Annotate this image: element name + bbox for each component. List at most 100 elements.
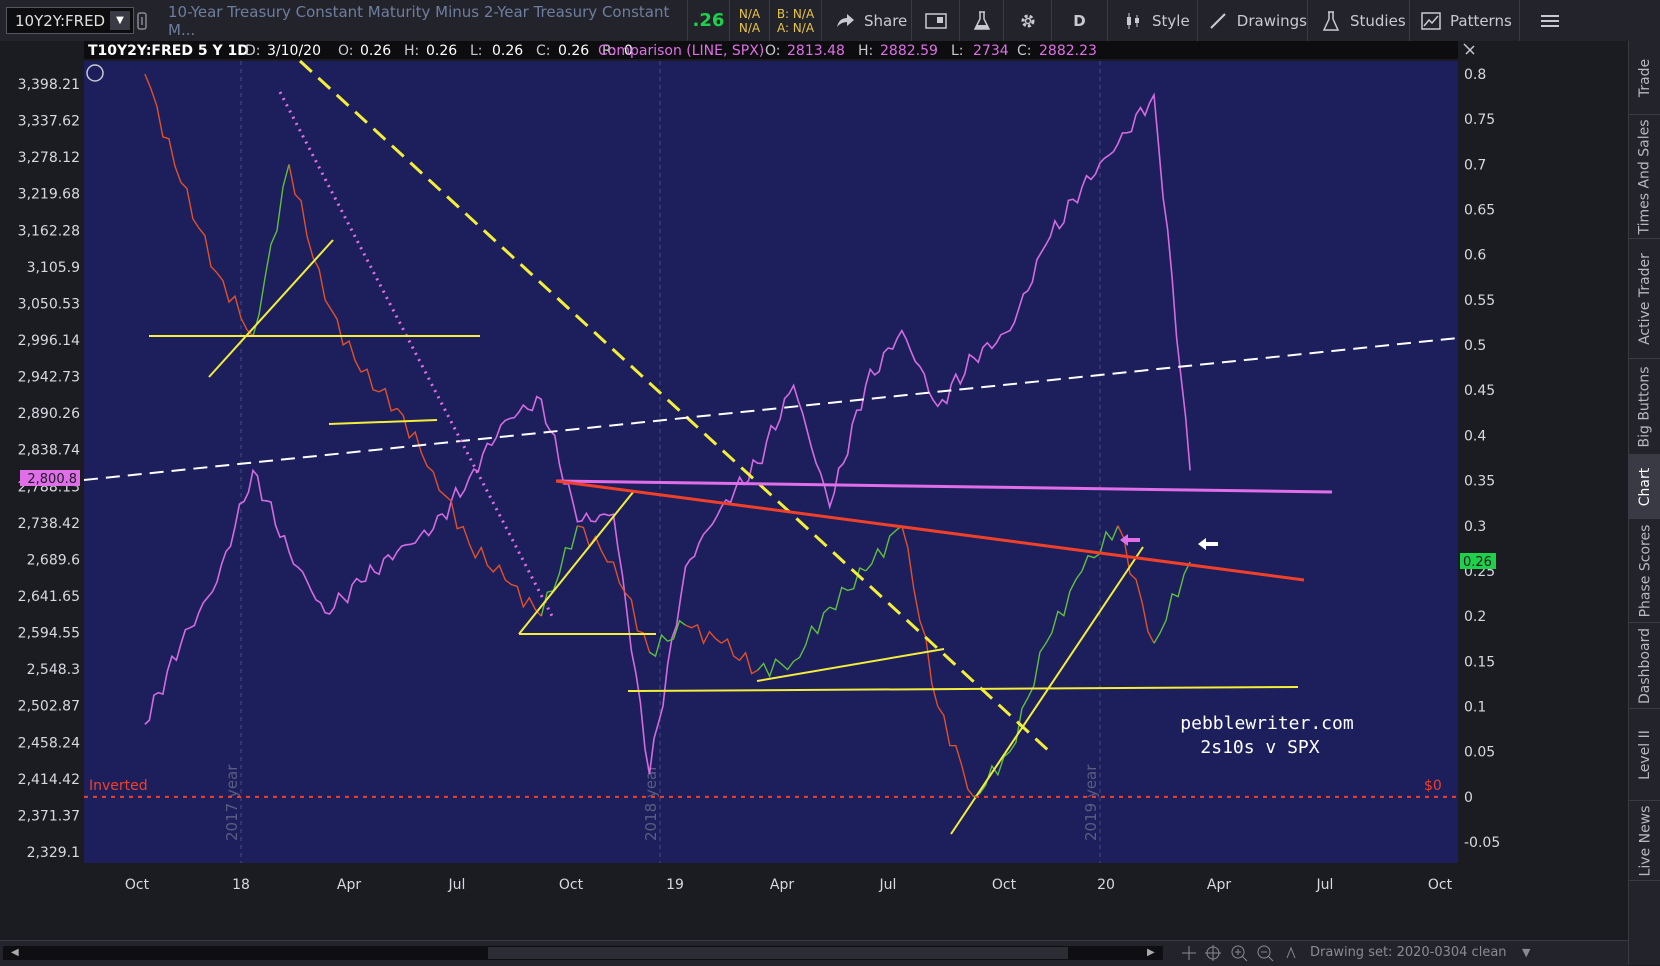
right-axis-tick-label: 0.7 — [1464, 157, 1486, 173]
right-axis-tick-label: 0.65 — [1464, 203, 1495, 219]
chart-area[interactable]: 2017 year 2018 year 2019 year 3,398.21 3,33… — [0, 41, 1628, 965]
na-1: N/A — [738, 6, 761, 21]
scroll-right-icon[interactable]: ▶ — [1147, 947, 1155, 958]
flask-icon[interactable] — [960, 0, 1004, 41]
tab-big-buttons[interactable]: Big Buttons — [1629, 359, 1660, 455]
right-sidebar: Trade Times And Sales Active Trader Big But… — [1628, 41, 1660, 965]
watermark-line-1: pebblewriter.com — [1180, 713, 1353, 734]
tab-dashboard[interactable]: Dashboard — [1629, 623, 1660, 709]
tab-chart[interactable]: Chart — [1629, 455, 1660, 519]
scroll-left-icon[interactable]: ◀ — [11, 947, 19, 958]
share-icon — [834, 10, 856, 32]
rate-spread-segment — [1045, 570, 1083, 644]
left-axis-tick-label: 3,219.68 — [18, 187, 80, 203]
support-line-2 — [328, 419, 438, 425]
interval-button[interactable]: D — [1052, 0, 1108, 41]
rate-spread-segment — [649, 619, 686, 658]
rate-price-marker-label: 0.26 — [1463, 555, 1492, 570]
left-axis-tick-label: 3,105.9 — [27, 260, 80, 276]
share-button[interactable]: Share — [822, 0, 912, 41]
ohlc-value: 0 — [624, 43, 633, 59]
x-axis-tick-label: Jul — [879, 877, 897, 893]
right-axis-tick-label: -0.05 — [1464, 835, 1500, 851]
crosshair-icon[interactable] — [1204, 944, 1222, 962]
year-marker-label: 2018 year — [642, 764, 660, 841]
patterns-button[interactable]: Patterns — [1410, 0, 1520, 41]
rate-price-marker — [1460, 553, 1496, 569]
tab-times-and-sales[interactable]: Times And Sales — [1629, 115, 1660, 239]
scrollbar-thumb[interactable] — [488, 947, 1068, 959]
rate-spread-segment — [432, 471, 470, 545]
comp-ohlc-value: 2734 — [973, 43, 1009, 59]
right-axis-tick-label: 0.55 — [1464, 293, 1495, 309]
tab-trade[interactable]: Trade — [1629, 41, 1660, 115]
left-axis-tick-label: 3,050.53 — [18, 296, 80, 312]
drawing-set-label[interactable]: Drawing set: 2020-0304 clean — [1310, 945, 1507, 960]
drawings-button[interactable]: Drawings — [1198, 0, 1308, 41]
symbol-input[interactable]: 10Y2Y:FRED ▼ — [6, 7, 134, 34]
pan-icon[interactable] — [1282, 944, 1300, 962]
na-2: N/A — [738, 20, 761, 35]
right-axis-tick-label: 0.2 — [1464, 609, 1486, 625]
right-axis-tick-label: 0.75 — [1464, 112, 1495, 128]
symbol-description: 10-Year Treasury Constant Maturity Minus… — [158, 0, 688, 41]
patterns-label: Patterns — [1450, 11, 1512, 30]
white-arrow-icon — [1198, 538, 1218, 550]
tab-phase-scores[interactable]: Phase Scores — [1629, 519, 1660, 623]
tab-label: Chart — [1637, 467, 1654, 506]
year-marker-label: 2019 year — [1082, 764, 1100, 841]
drawings-label: Drawings — [1236, 11, 1307, 30]
x-axis-tick-label: Jul — [448, 877, 466, 893]
drawing-set-dropdown-icon[interactable]: ▼ — [1522, 946, 1531, 959]
magenta-dotted-line — [278, 91, 554, 617]
symbol-dropdown-button[interactable]: ▼ — [110, 11, 130, 30]
x-axis-tick-label: Apr — [337, 877, 361, 893]
menu-icon[interactable] — [1520, 0, 1580, 41]
ohlc-label: R: — [602, 43, 616, 59]
gear-icon[interactable] — [1004, 0, 1052, 41]
link-icon[interactable] — [136, 0, 158, 41]
zoom-out-icon[interactable] — [1256, 944, 1274, 962]
rate-spread-segment — [829, 567, 867, 611]
pencil-icon — [1208, 10, 1229, 32]
uptrend-line-1 — [208, 239, 334, 378]
rate-spread-segment — [540, 525, 579, 617]
left-axis-tick-label: 2,458.24 — [18, 735, 80, 751]
support-line-4 — [627, 686, 1299, 692]
tab-active-trader[interactable]: Active Trader — [1629, 239, 1660, 359]
chart-svg[interactable]: 2017 year 2018 year 2019 year 3,398.21 3,33… — [0, 41, 1628, 940]
right-axis-tick-label: 0.15 — [1464, 654, 1495, 670]
drag-icon[interactable] — [1180, 944, 1198, 962]
left-axis-tick-label: 2,838.74 — [18, 443, 80, 459]
zero-dollar-label: $0 — [1424, 778, 1442, 794]
rate-spread-segment — [901, 525, 939, 707]
comp-ohlc-label: L: — [951, 43, 964, 59]
tab-label: Times And Sales — [1637, 118, 1653, 235]
left-axis-tick-label: 2,548.3 — [27, 662, 80, 678]
comp-ohlc-value: 2882.59 — [880, 43, 938, 59]
tab-live-news[interactable]: Live News — [1629, 801, 1660, 881]
layout-icon[interactable] — [912, 0, 960, 41]
studies-button[interactable]: Studies — [1308, 0, 1410, 41]
right-axis-tick-label: 0.05 — [1464, 745, 1495, 761]
plot-area — [84, 61, 1458, 863]
patterns-icon — [1420, 10, 1442, 32]
style-button[interactable]: Style — [1108, 0, 1198, 41]
right-axis-tick-label: 0.1 — [1464, 699, 1486, 715]
ohlc-value: 0.26 — [558, 43, 589, 59]
tab-label: Active Trader — [1637, 252, 1653, 345]
x-axis-tick-label: Oct — [1428, 877, 1453, 893]
ohlc-value: 0.26 — [360, 43, 391, 59]
ohlc-label: O: — [338, 43, 354, 59]
left-axis-tick-label: 2,996.14 — [18, 333, 80, 349]
magenta-arrow-icon — [1120, 534, 1140, 546]
zoom-in-icon[interactable] — [1230, 944, 1248, 962]
x-axis-tick-label: 20 — [1097, 877, 1115, 893]
left-axis-tick-label: 2,738.42 — [18, 516, 80, 532]
white-dashed-trendline — [83, 337, 1459, 481]
horizontal-scrollbar[interactable]: ◀ ▶ — [3, 946, 1163, 960]
rate-spread-segment — [180, 181, 218, 274]
comp-ohlc-label: C: — [1017, 43, 1032, 59]
left-axis-tick-label: 2,689.6 — [27, 552, 81, 568]
tab-level-ii[interactable]: Level II — [1629, 709, 1660, 801]
